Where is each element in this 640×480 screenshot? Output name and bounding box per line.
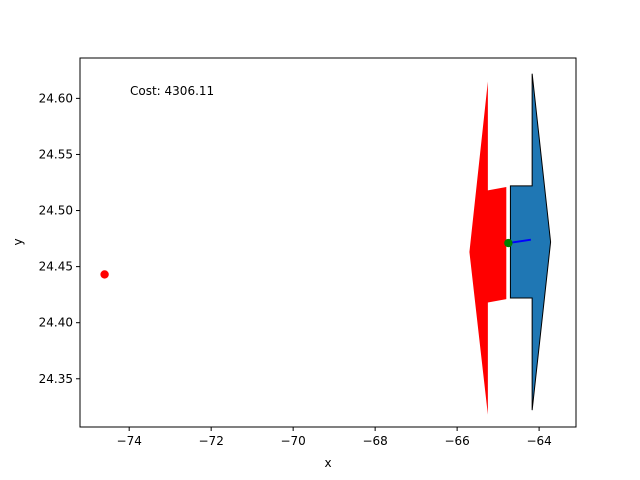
- x-tick-label: −70: [280, 434, 305, 448]
- y-tick-label: 24.35: [39, 372, 73, 386]
- y-axis-label: y: [11, 238, 25, 245]
- x-tick-label: −66: [444, 434, 469, 448]
- plot-frame: [79, 57, 577, 428]
- x-tick-label: −64: [526, 434, 551, 448]
- y-tick-label: 24.45: [39, 260, 73, 274]
- y-tick-label: 24.55: [39, 147, 73, 161]
- x-axis-label: x: [324, 456, 331, 470]
- polygons: [469, 73, 552, 415]
- x-tick-label: −72: [199, 434, 224, 448]
- y-tick-label: 24.50: [39, 204, 73, 218]
- y-tick-label: 24.40: [39, 316, 73, 330]
- x-tick-label: −68: [362, 434, 387, 448]
- x-tick-label: −74: [117, 434, 142, 448]
- annotation-cost: Cost: 4306.11: [130, 84, 214, 98]
- point-start: [100, 270, 109, 279]
- point-position: [504, 238, 513, 248]
- y-tick-label: 24.60: [39, 91, 73, 105]
- points: [100, 238, 513, 279]
- polygon-1: [509, 73, 552, 411]
- x-ticks: −74 −72 −70 −68 −66 −64: [117, 427, 552, 448]
- polygon-0: [469, 81, 507, 415]
- y-ticks: 24.35 24.40 24.45 24.50 24.55 24.60: [39, 91, 80, 386]
